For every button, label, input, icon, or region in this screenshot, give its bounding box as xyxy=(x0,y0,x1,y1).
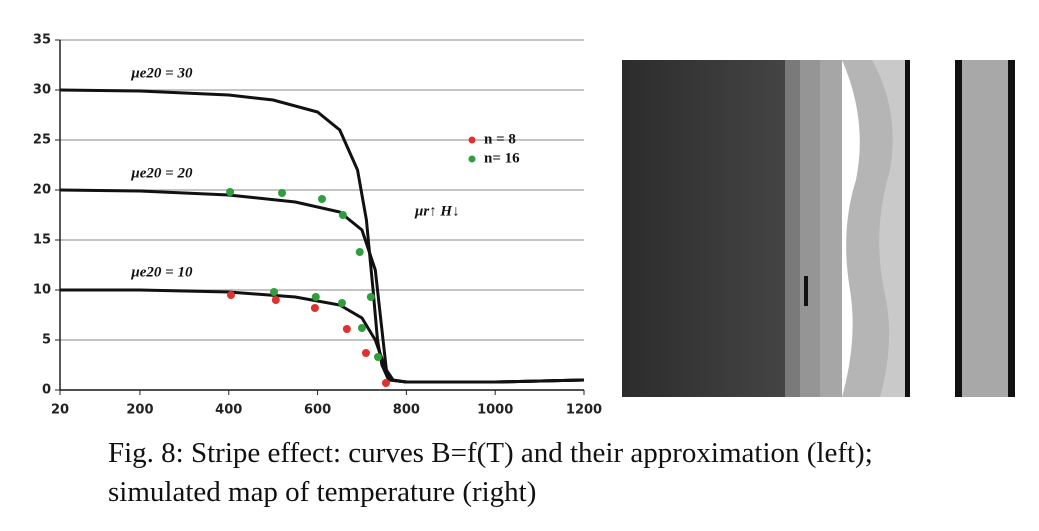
y-tick-label: 10 xyxy=(33,283,51,298)
point xyxy=(337,299,346,307)
map-stripe xyxy=(1008,60,1015,397)
map-stripe xyxy=(905,60,910,397)
map-mark xyxy=(804,276,808,306)
point xyxy=(226,291,235,299)
map-stripe xyxy=(622,60,785,397)
map-stripe xyxy=(872,60,905,397)
curve xyxy=(59,188,585,384)
point xyxy=(381,379,390,387)
curve-label: μe20 = 10 xyxy=(130,264,193,280)
y-tick-label: 35 xyxy=(33,33,51,48)
point xyxy=(318,195,326,203)
point xyxy=(355,248,364,256)
point xyxy=(338,211,347,219)
point xyxy=(271,296,280,304)
x-tick-label: 200 xyxy=(126,403,153,418)
y-tick-label: 15 xyxy=(33,233,51,248)
map-stripe xyxy=(785,60,800,397)
legend-label: n= 16 xyxy=(484,150,520,166)
x-tick-label: 800 xyxy=(393,403,420,418)
point xyxy=(310,304,319,312)
curve-label: μe20 = 30 xyxy=(130,65,193,81)
legend-label: n = 8 xyxy=(484,131,516,147)
curve-label: μe20 = 20 xyxy=(130,165,193,181)
y-tick-label: 5 xyxy=(42,333,51,348)
x-tick-label: 1200 xyxy=(566,403,602,418)
y-tick-label: 30 xyxy=(33,83,51,98)
y-tick-label: 20 xyxy=(33,183,51,198)
point xyxy=(366,293,375,301)
x-tick-label: 20 xyxy=(51,403,69,418)
map-stripe xyxy=(820,60,842,397)
caption-line: Fig. 8: Stripe effect: curves B=f(T) and… xyxy=(108,437,873,469)
point xyxy=(373,353,382,361)
annotation: μr↑ H↓ xyxy=(414,203,460,219)
map-stripe xyxy=(955,60,962,397)
map-stripe xyxy=(962,60,1008,397)
x-tick-label: 1000 xyxy=(477,403,513,418)
y-tick-label: 25 xyxy=(33,133,51,148)
point xyxy=(226,188,235,196)
temperature-map xyxy=(622,60,1015,397)
point xyxy=(270,288,279,296)
point xyxy=(311,293,320,301)
x-tick-label: 600 xyxy=(304,403,331,418)
point xyxy=(357,324,366,332)
point xyxy=(361,349,370,357)
caption-line: simulated map of temperature (right) xyxy=(108,476,536,508)
legend-marker xyxy=(468,155,476,163)
legend-marker xyxy=(468,136,476,144)
y-tick-label: 0 xyxy=(42,383,51,398)
curve xyxy=(60,288,585,384)
point xyxy=(278,189,287,197)
map-stripe xyxy=(800,60,820,397)
point xyxy=(342,325,351,333)
plot: 0 5 10 15 20 25 30 35 20 200 400 600 800 1000 1200 μe20… xyxy=(33,33,602,418)
x-tick-label: 400 xyxy=(215,403,242,418)
